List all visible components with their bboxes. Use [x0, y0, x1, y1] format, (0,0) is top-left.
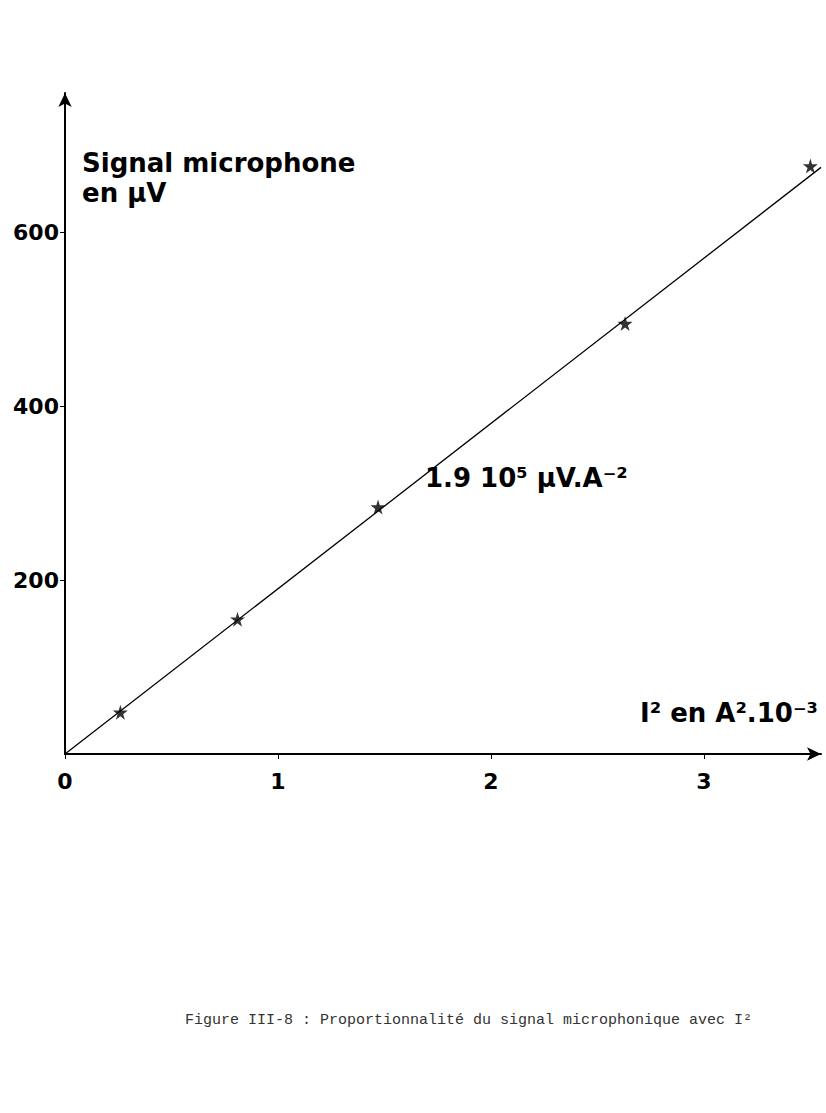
svg-text:2: 2	[483, 769, 498, 794]
svg-text:600: 600	[13, 220, 59, 245]
svg-text:400: 400	[13, 394, 59, 419]
svg-text:Signal microphone: Signal microphone	[82, 148, 356, 178]
svg-text:en µV: en µV	[82, 178, 166, 208]
svg-text:3: 3	[696, 769, 711, 794]
svg-text:200: 200	[13, 568, 59, 593]
svg-text:Figure III-8 : Proportionnalit: Figure III-8 : Proportionnalité du signa…	[185, 1012, 752, 1029]
svg-text:1: 1	[270, 769, 285, 794]
svg-text:I² en A².10⁻³: I² en A².10⁻³	[640, 698, 818, 728]
svg-text:0: 0	[57, 769, 72, 794]
svg-text:1.9 10⁵ µV.A⁻²: 1.9 10⁵ µV.A⁻²	[425, 463, 628, 493]
